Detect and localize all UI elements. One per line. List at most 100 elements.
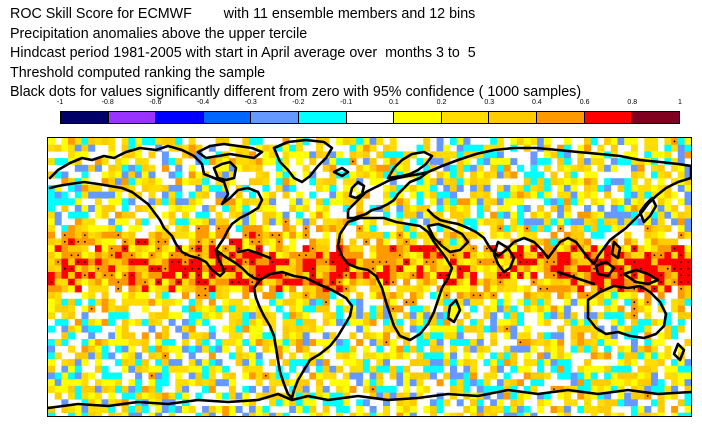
skill-cell [510,191,518,199]
skill-cell [262,191,270,199]
skill-cell [416,318,424,326]
skill-cell [637,325,645,333]
skill-cell [429,406,437,413]
skill-cell [383,171,390,179]
skill-cell [557,218,565,226]
skill-cell [671,412,679,416]
skill-cell [302,138,310,145]
skill-cell [155,292,163,300]
skill-cell [604,385,612,393]
skill-cell [456,231,464,239]
skill-cell [657,359,665,367]
skill-cell [409,231,417,239]
skill-cell [523,292,531,300]
skill-cell [543,372,551,380]
skill-cell [141,184,149,192]
skill-cell [429,339,437,346]
skill-cell [54,218,62,226]
skill-cell [148,238,156,246]
skill-cell [108,184,116,192]
significance-dot [646,254,649,257]
skill-cell [684,138,691,145]
skill-cell [624,205,632,212]
skill-cell [48,158,55,166]
skill-cell [128,292,136,300]
skill-cell [584,339,591,346]
skill-cell [188,231,196,239]
skill-cell [74,379,82,387]
skill-cell [316,379,323,387]
skill-cell [563,298,571,306]
significance-dot [70,267,73,270]
skill-cell [517,285,524,293]
skill-cell [490,272,498,279]
skill-cell [195,312,203,320]
skill-cell [362,258,370,266]
skill-cell [570,345,578,353]
skill-cell [249,352,256,360]
skill-cell [68,385,76,393]
skill-cell [597,205,605,212]
skill-cell [115,164,122,172]
skill-cell [543,265,551,273]
skill-cell [630,318,638,326]
skill-cell [644,184,652,192]
skill-cell [530,339,538,346]
skill-cell [202,385,210,393]
skill-cell [168,412,176,416]
skill-cell [684,198,691,206]
significance-dot [519,254,522,257]
skill-cell [336,412,344,416]
skill-cell [657,399,665,407]
skill-cell [416,178,424,186]
significance-dot [284,274,287,277]
skill-cell [249,399,256,407]
skill-cell [188,406,196,413]
skill-cell [376,178,384,186]
skill-cell [115,171,122,179]
skill-cell [563,312,571,320]
skill-cell [155,345,163,353]
skill-cell [503,225,511,233]
skill-cell [651,372,658,380]
skill-cell [624,265,632,273]
skill-cell [48,285,55,293]
skill-cell [443,352,451,360]
skill-cell [81,372,89,380]
skill-cell [376,365,384,373]
skill-cell [604,339,612,346]
skill-cell [651,144,658,152]
skill-cell [624,158,632,166]
skill-cell [289,245,297,253]
skill-cell [81,406,89,413]
significance-dot [439,274,441,277]
skill-cell [54,211,62,219]
skill-cell [476,211,484,219]
skill-cell [54,392,62,400]
skill-cell [664,205,672,212]
skill-cell [161,339,169,346]
significance-dot [84,234,86,236]
skill-cell [416,352,424,360]
skill-cell [563,292,571,300]
skill-cell [74,359,82,367]
skill-cell [356,412,364,416]
colorbar-tick-label: -0.4 [197,99,210,106]
skill-cell [657,406,665,413]
skill-cell [523,231,531,239]
skill-cell [262,412,270,416]
skill-cell [155,312,163,320]
skill-cell [195,372,203,380]
skill-cell [651,339,658,346]
skill-cell [517,191,524,199]
skill-cell [383,164,390,172]
skill-cell [496,171,504,179]
skill-cell [570,372,578,380]
skill-cell [289,352,297,360]
significance-dot [392,307,394,310]
skill-cell [155,406,163,413]
skill-cell [503,345,511,353]
skill-cell [523,385,531,393]
significance-dot [680,281,683,283]
skill-cell [202,318,210,326]
